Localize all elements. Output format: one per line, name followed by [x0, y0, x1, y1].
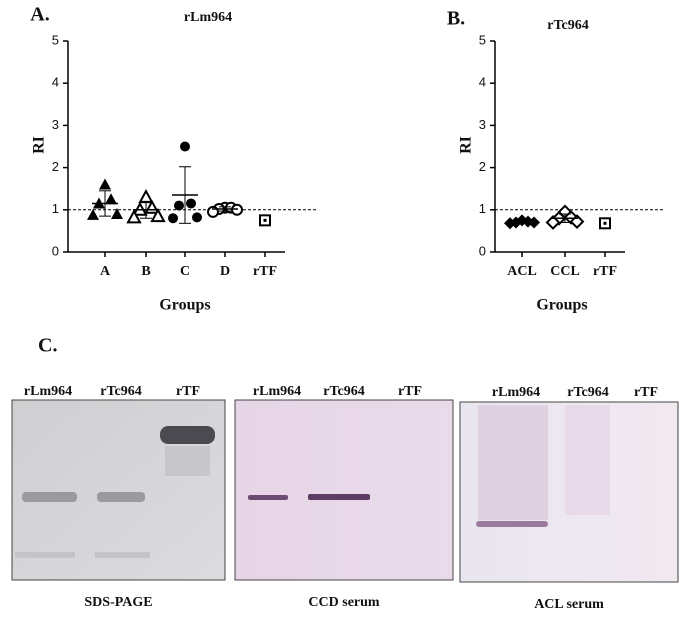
- x-axis-label: Groups: [536, 297, 587, 314]
- point: [504, 217, 516, 230]
- panel-label: A.: [30, 4, 49, 26]
- smear: [478, 405, 548, 520]
- x-axis-label: Groups: [159, 297, 210, 314]
- blot-caption: CCD serum: [308, 595, 379, 610]
- point: [231, 203, 243, 216]
- lane-label: rTF: [398, 384, 422, 399]
- point: [126, 209, 142, 224]
- point: [138, 189, 154, 204]
- band: [308, 494, 370, 500]
- y-axis-label: RI: [31, 136, 48, 154]
- lane-label: rLm964: [492, 385, 540, 400]
- y-tick-label: 0: [52, 243, 59, 258]
- band: [248, 495, 288, 500]
- smear: [165, 446, 210, 476]
- blot: [234, 399, 454, 581]
- panel-label: B.: [447, 8, 465, 30]
- point: [105, 193, 117, 205]
- chart-title: rTc964: [547, 18, 588, 33]
- x-tick-label: B: [141, 264, 150, 279]
- point: [111, 208, 123, 220]
- panel-label: C.: [38, 335, 57, 357]
- x-tick-label: rTF: [593, 264, 617, 279]
- point: [144, 199, 160, 214]
- lane-label: rTc964: [100, 384, 141, 399]
- lane-label: rLm964: [253, 384, 301, 399]
- y-axis-label: RI: [458, 136, 475, 154]
- x-tick-label: ACL: [507, 264, 537, 279]
- y-tick-label: 1: [479, 201, 486, 216]
- lane-label: rLm964: [24, 384, 72, 399]
- point-dot: [603, 221, 607, 225]
- band: [97, 492, 145, 502]
- point: [180, 141, 190, 152]
- x-tick-label: CCL: [550, 264, 580, 279]
- y-tick-label: 5: [52, 32, 59, 47]
- x-tick-label: C: [180, 264, 190, 279]
- band: [95, 552, 150, 558]
- smear: [565, 405, 610, 515]
- chart-title: rLm964: [184, 10, 232, 25]
- lane-label: rTc964: [567, 385, 608, 400]
- lane-label: rTF: [634, 385, 658, 400]
- band: [476, 521, 548, 527]
- point: [186, 198, 196, 209]
- y-tick-label: 5: [479, 32, 486, 47]
- blot-caption: ACL serum: [534, 597, 604, 612]
- y-tick-label: 3: [52, 117, 59, 132]
- band: [15, 552, 75, 558]
- point: [168, 213, 178, 224]
- point: [528, 216, 540, 229]
- point: [174, 200, 184, 211]
- y-tick-label: 2: [52, 159, 59, 174]
- y-tick-label: 1: [52, 201, 59, 216]
- band: [160, 426, 215, 444]
- band: [22, 492, 77, 502]
- point: [99, 178, 111, 190]
- x-tick-label: A: [100, 264, 111, 279]
- lane-label: rTF: [176, 384, 200, 399]
- y-tick-label: 4: [52, 75, 59, 90]
- y-tick-label: 3: [479, 117, 486, 132]
- y-tick-label: 4: [479, 75, 486, 90]
- lane-label: rTc964: [323, 384, 364, 399]
- x-tick-label: D: [220, 264, 230, 279]
- point: [192, 212, 202, 223]
- point: [545, 215, 561, 230]
- x-tick-label: rTF: [253, 264, 277, 279]
- blot-caption: SDS-PAGE: [84, 595, 152, 610]
- y-tick-label: 2: [479, 159, 486, 174]
- point: [150, 208, 166, 223]
- point-dot: [263, 218, 267, 222]
- point: [87, 208, 99, 220]
- y-tick-label: 0: [479, 243, 486, 258]
